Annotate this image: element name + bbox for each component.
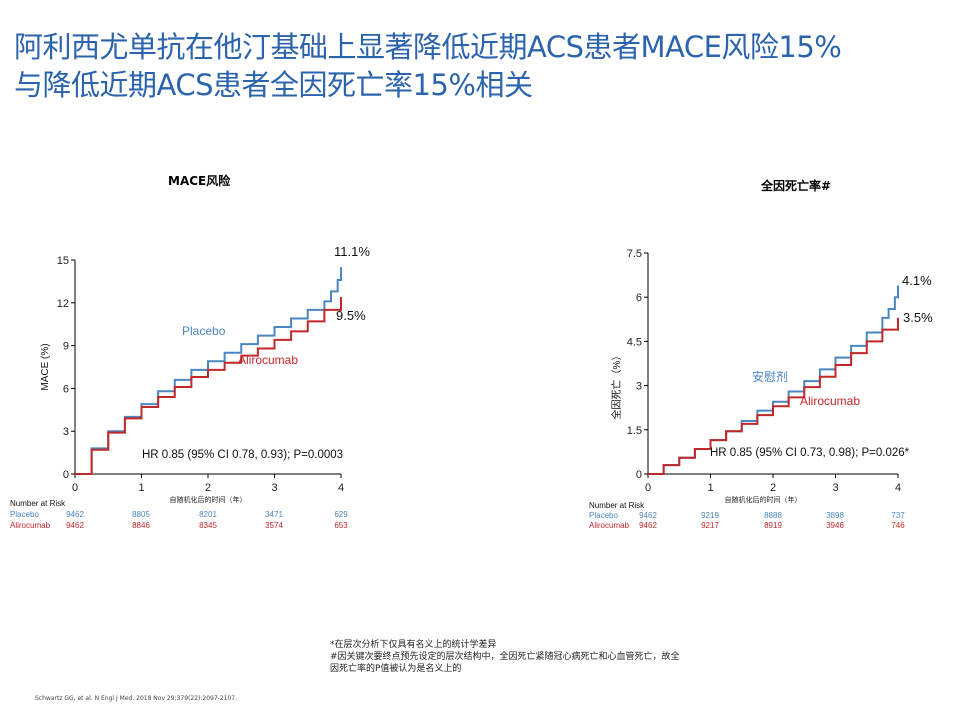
chart1-series-alirocumab-line [75, 297, 342, 475]
chart2-end-value-label: 3.5% [903, 310, 933, 325]
chart2-risk-table-header: Number at Risk [589, 501, 645, 510]
chart1-risk-cell: 3471 [265, 510, 283, 519]
chart2-x-tick-label: 4 [895, 482, 901, 494]
chart2-risk-cell: 3898 [826, 511, 844, 520]
chart2-y-tick-label: 0 [636, 469, 642, 481]
chart2-risk-cell: 9219 [701, 511, 719, 520]
slide-title-line-1: 阿利西尤单抗在他汀基础上显著降低近期ACS患者MACE风险15% [14, 30, 842, 64]
chart2-y-tick-label: 4.5 [627, 336, 642, 348]
chart2-risk-cell: 746 [891, 521, 905, 530]
chart1-x-axis-label: 自随机化后的时间（年） [170, 495, 247, 504]
chart1-risk-cell: 653 [334, 521, 348, 530]
chart2-x-tick-label: 3 [832, 482, 838, 494]
chart1-x-tick-label: 1 [138, 482, 144, 494]
chart2-y-tick-label: 3 [636, 381, 642, 393]
footnotes: *在层次分析下仅具有名义上的统计学差异 #因关键次要终点预先设定的层次结构中，全… [330, 639, 680, 675]
chart2-y-tick-label: 7.5 [627, 248, 642, 260]
chart2-risk-cell: 3946 [826, 521, 844, 530]
chart1-risk-table-header: Number at Risk [10, 499, 66, 508]
chart1-risk-row-name: Placebo [10, 510, 39, 519]
chart2-x-tick-label: 0 [645, 482, 651, 494]
chart2-series-label: 安慰剂 [752, 369, 788, 384]
chart1-x-tick-label: 0 [72, 482, 78, 494]
chart1-risk-cell: 8805 [132, 510, 150, 519]
chart1-risk-cell: 9462 [66, 510, 84, 519]
chart2-risk-row-name: Alirocumab [589, 521, 630, 530]
chart2-x-tick-label: 1 [707, 482, 713, 494]
slide-title-line-2: 与降低近期ACS患者全因死亡率15%相关 [14, 68, 533, 102]
chart1-y-tick-label: 3 [63, 426, 69, 438]
chart1-series-placebo-line [75, 267, 342, 475]
chart2-series-label: Alirocumab [800, 394, 860, 408]
chart1-end-value-label: 9.5% [336, 308, 366, 323]
chart2-risk-cell: 8888 [764, 511, 782, 520]
chart1-y-tick-label: 6 [63, 383, 69, 395]
chart2-y-tick-label: 6 [636, 292, 642, 304]
chart1-y-tick-label: 12 [57, 298, 69, 310]
chart2-risk-cell: 9462 [639, 521, 657, 530]
chart2-x-axis-label: 自随机化后的时间（年） [725, 495, 802, 504]
chart2-risk-row-name: Placebo [589, 511, 618, 520]
chart1-x-tick-label: 4 [338, 482, 344, 494]
footnote-2: #因关键次要终点预先设定的层次结构中，全因死亡紧随冠心病死亡和心血管死亡，故全 [330, 652, 680, 662]
chart1-y-tick-label: 0 [63, 469, 69, 481]
chart1-risk-cell: 629 [334, 510, 348, 519]
chart1-risk-cell: 3574 [265, 521, 283, 530]
chart1-series-label: Alirocumab [238, 353, 298, 367]
chart1-end-value-label: 11.1% [334, 244, 370, 259]
chart1-x-tick-label: 2 [205, 482, 211, 494]
chart2-x-tick-label: 2 [770, 482, 776, 494]
chart1-series-label: Placebo [182, 324, 226, 338]
footnote-1: *在层次分析下仅具有名义上的统计学差异 [330, 640, 497, 650]
chart1-x-tick-label: 3 [271, 482, 277, 494]
chart2-hr-annotation: HR 0.85 (95% CI 0.73, 0.98); P=0.026* [710, 447, 910, 459]
chart1-y-tick-label: 15 [57, 255, 69, 267]
mortality-chart-title: 全因死亡率# [761, 179, 832, 193]
chart2-risk-cell: 9217 [701, 521, 719, 530]
chart1-hr-annotation: HR 0.85 (95% CI 0.78, 0.93); P=0.0003 [142, 449, 343, 461]
chart2-end-value-label: 4.1% [902, 273, 932, 288]
chart1-risk-row-name: Alirocumab [10, 521, 51, 530]
chart2-y-axis-label: 全因死亡（%） [610, 351, 623, 420]
mace-chart-title: MACE风险 [168, 174, 231, 188]
chart1-y-axis-label: MACE (%) [40, 343, 51, 390]
footnote-3: 因死亡率的P值被认为是名义上的 [330, 664, 462, 674]
chart2-series-alirocumab-line [648, 317, 899, 475]
chart1-risk-cell: 9462 [66, 521, 84, 530]
chart2-risk-cell: 8919 [764, 521, 782, 530]
citation: Schwartz GG, et al. N Engl J Med. 2018 N… [35, 695, 237, 702]
chart1-y-tick-label: 9 [63, 341, 69, 353]
chart2-y-tick-label: 1.5 [627, 425, 642, 437]
chart1-risk-cell: 8846 [132, 521, 150, 530]
chart1-risk-cell: 8201 [199, 510, 217, 519]
chart1-risk-cell: 8345 [199, 521, 217, 530]
chart2-risk-cell: 9462 [639, 511, 657, 520]
slide-title: 阿利西尤单抗在他汀基础上显著降低近期ACS患者MACE风险15% 与降低近期AC… [14, 28, 974, 104]
chart2-risk-cell: 737 [891, 511, 905, 520]
